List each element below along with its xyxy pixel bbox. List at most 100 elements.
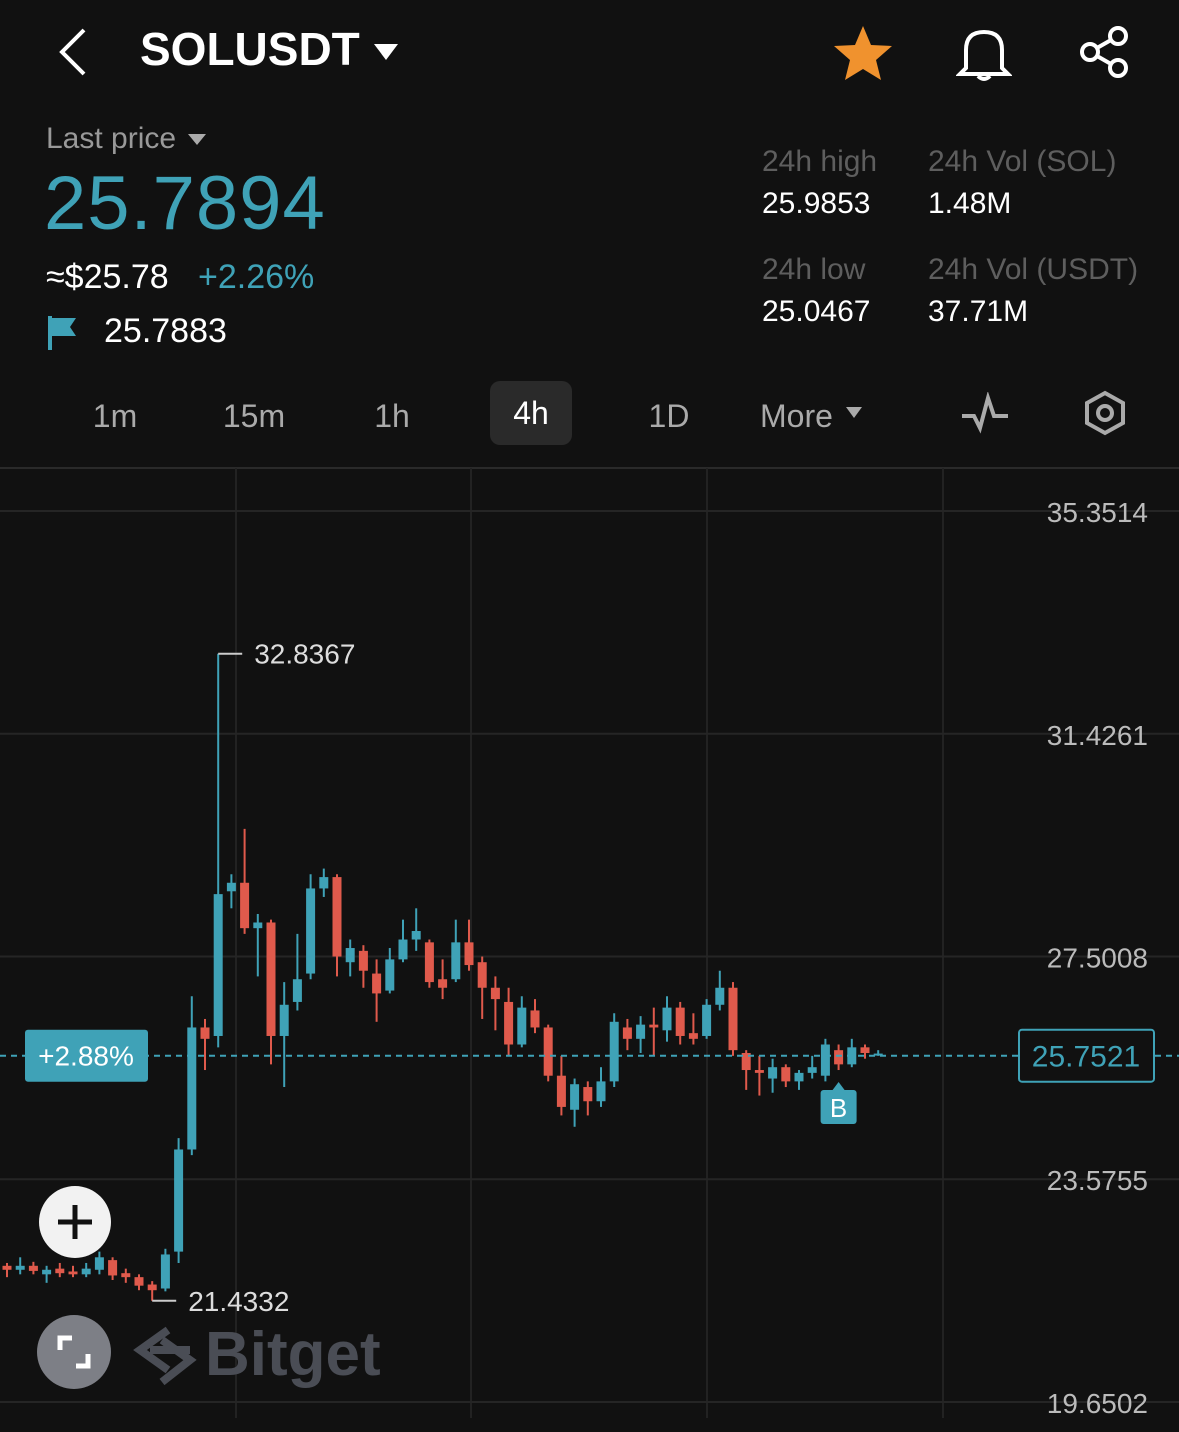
candle-body bbox=[345, 948, 355, 963]
last-price-dropdown[interactable] bbox=[186, 132, 208, 148]
candle-body bbox=[411, 931, 421, 940]
max-annotation: 32.8367 bbox=[254, 639, 355, 670]
buy-marker-bg bbox=[820, 1090, 857, 1125]
candle-body bbox=[517, 1007, 527, 1045]
candle-body bbox=[781, 1067, 791, 1082]
last-price: 25.7894 bbox=[44, 161, 326, 246]
candle-body bbox=[464, 942, 474, 966]
settings-button[interactable] bbox=[1082, 390, 1128, 436]
candle-body bbox=[424, 942, 434, 983]
candle-body bbox=[134, 1277, 144, 1286]
interval-tab[interactable]: 1D bbox=[648, 398, 690, 434]
stat-value: 1.48M bbox=[928, 187, 1012, 220]
indicator-button[interactable] bbox=[960, 392, 1010, 436]
last-price-tag-bg bbox=[1018, 1028, 1155, 1083]
candle-body bbox=[226, 882, 236, 892]
candle-body bbox=[213, 894, 223, 1036]
more-dropdown[interactable] bbox=[845, 406, 863, 420]
candle-body bbox=[279, 1004, 289, 1036]
candle-body bbox=[504, 1001, 514, 1045]
buy-marker-pointer bbox=[832, 1082, 845, 1091]
last-price-label[interactable]: Last price bbox=[46, 122, 177, 155]
candle-body bbox=[160, 1254, 170, 1289]
candle-body bbox=[754, 1070, 764, 1073]
candle-body bbox=[28, 1265, 38, 1271]
pair-title[interactable]: SOLUSDT bbox=[140, 23, 360, 75]
interval-tab[interactable]: 15m bbox=[222, 398, 286, 434]
back-button[interactable] bbox=[50, 26, 94, 78]
stat-value: 25.0467 bbox=[762, 295, 871, 328]
alert-bell[interactable] bbox=[956, 24, 1012, 82]
candle-body bbox=[292, 979, 302, 1002]
stat-value: 37.71M bbox=[928, 295, 1029, 328]
add-button[interactable] bbox=[38, 1185, 114, 1261]
change-tag: +2.88% bbox=[38, 1041, 134, 1072]
candle-body bbox=[609, 1021, 619, 1082]
candle-body bbox=[55, 1268, 65, 1274]
candle-body bbox=[121, 1273, 131, 1278]
candle-body bbox=[187, 1027, 197, 1150]
candle-body bbox=[794, 1072, 804, 1082]
candle-body bbox=[556, 1075, 566, 1107]
candle-body bbox=[42, 1269, 52, 1275]
candle-body bbox=[372, 973, 382, 994]
candle-body bbox=[108, 1260, 118, 1276]
candle-body bbox=[358, 950, 368, 971]
candle-body bbox=[702, 1004, 712, 1036]
stat-value: 25.9853 bbox=[762, 187, 871, 220]
candle-body bbox=[741, 1053, 751, 1071]
stat-label: 24h Vol (SOL) bbox=[928, 145, 1117, 178]
candle-body bbox=[438, 979, 448, 988]
candle-body bbox=[94, 1257, 104, 1270]
candle-body bbox=[451, 942, 461, 980]
interval-more[interactable]: More bbox=[760, 398, 833, 434]
change-tag-bg bbox=[25, 1029, 148, 1082]
y-tick-label: 19.6502 bbox=[1047, 1388, 1148, 1419]
candle-body bbox=[174, 1149, 184, 1252]
candle-body bbox=[807, 1067, 817, 1073]
mark-price: 25.7883 bbox=[104, 312, 227, 350]
candle-body bbox=[332, 877, 342, 957]
fullscreen-button[interactable] bbox=[36, 1314, 112, 1390]
candle-body bbox=[306, 888, 316, 974]
watermark: Bitget bbox=[205, 1320, 381, 1389]
candle-body bbox=[715, 987, 725, 1005]
candle-body bbox=[622, 1027, 632, 1039]
y-tick-label: 23.5755 bbox=[1047, 1165, 1148, 1196]
candle-body bbox=[81, 1268, 91, 1275]
candle-body bbox=[477, 962, 487, 988]
candle-body bbox=[253, 922, 263, 929]
interval-tab[interactable]: 4h bbox=[490, 381, 572, 445]
favorite-star[interactable] bbox=[832, 24, 894, 82]
stat-label: 24h high bbox=[762, 145, 878, 178]
candle-body bbox=[662, 1007, 672, 1031]
candle-body bbox=[675, 1007, 685, 1036]
candle-body bbox=[834, 1050, 844, 1065]
share-button[interactable] bbox=[1076, 24, 1134, 80]
candle-body bbox=[2, 1265, 12, 1270]
candle-body bbox=[240, 882, 250, 929]
candle-body bbox=[728, 987, 738, 1051]
candle-body bbox=[398, 939, 408, 960]
buy-marker: B bbox=[830, 1093, 847, 1123]
candle-body bbox=[147, 1284, 157, 1291]
candle-body bbox=[570, 1084, 580, 1110]
candle-body bbox=[583, 1087, 593, 1102]
y-tick-label: 31.4261 bbox=[1047, 720, 1148, 751]
mark-price-flag bbox=[48, 316, 76, 350]
price-change: +2.26% bbox=[198, 258, 315, 296]
candle-body bbox=[768, 1067, 778, 1079]
candle-body bbox=[266, 922, 276, 1036]
candle-body bbox=[15, 1265, 25, 1270]
last-price-tag: 25.7521 bbox=[1032, 1041, 1140, 1074]
candle-body bbox=[820, 1044, 830, 1076]
usd-price: ≈$25.78 bbox=[46, 258, 169, 296]
interval-tab[interactable]: 1m bbox=[92, 398, 138, 434]
y-tick-label: 35.3514 bbox=[1047, 497, 1148, 528]
candle-body bbox=[649, 1024, 659, 1028]
pair-dropdown[interactable] bbox=[372, 42, 400, 64]
interval-tab[interactable]: 1h bbox=[374, 398, 410, 434]
candle-body bbox=[530, 1010, 540, 1028]
